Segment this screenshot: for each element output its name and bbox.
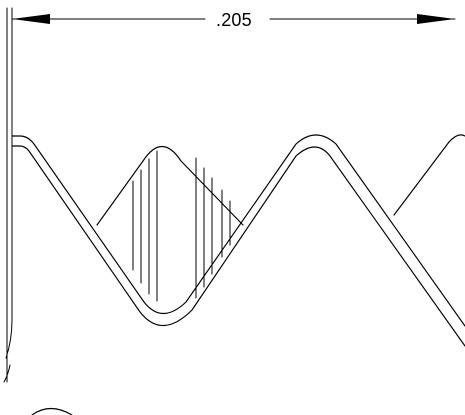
extension-line (3, 7, 13, 383)
mating-thread-flanks (96, 134, 465, 226)
partial-arc (31, 407, 73, 415)
dimension-annotation: .205 (11, 10, 456, 30)
thread-inner-profile (11, 145, 465, 347)
dimension-label: .205 (216, 10, 252, 30)
right-arrowhead (417, 14, 455, 24)
thread-outer-profile (11, 134, 465, 327)
hatching (132, 150, 231, 302)
